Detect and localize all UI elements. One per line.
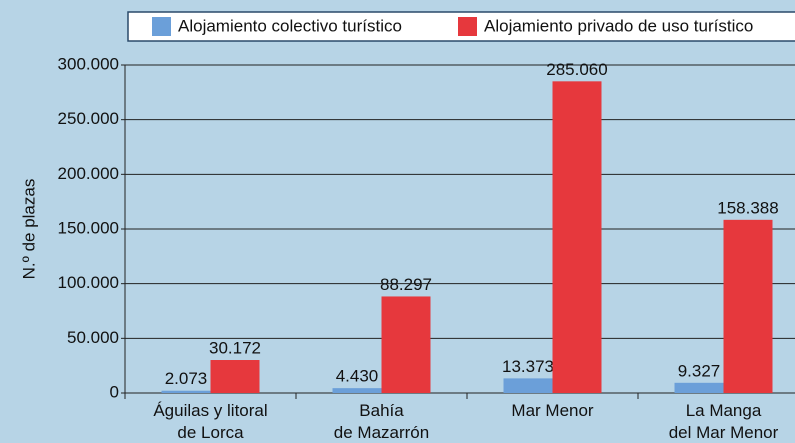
legend-label: Alojamiento privado de uso turístico — [484, 16, 753, 35]
value-label: 30.172 — [209, 338, 261, 357]
bar — [503, 378, 553, 393]
value-label: 9.327 — [678, 361, 721, 380]
legend-swatch — [152, 17, 171, 36]
legend-swatch — [458, 17, 477, 36]
x-tick-label: Bahía de Mazarrón — [333, 401, 430, 442]
y-tick-label: 250.000 — [58, 109, 119, 128]
legend-label: Alojamiento colectivo turístico — [178, 16, 402, 35]
x-tick-label: La Manga del Mar Menor — [668, 401, 779, 442]
x-tick-label: Águilas y litoral de Lorca — [153, 401, 268, 442]
x-tick-label: Mar Menor — [511, 401, 594, 420]
y-tick-label: 50.000 — [67, 328, 119, 347]
bar — [723, 219, 773, 393]
value-label: 2.073 — [165, 369, 208, 388]
value-label: 4.430 — [336, 367, 379, 386]
bar — [210, 360, 260, 393]
y-tick-label: 0 — [110, 382, 119, 401]
y-tick-label: 100.000 — [58, 273, 119, 292]
bar — [674, 382, 724, 393]
bar — [381, 296, 431, 393]
y-axis-label: N.º de plazas — [19, 179, 38, 280]
y-tick-label: 300.000 — [58, 54, 119, 73]
bar — [161, 390, 211, 393]
y-tick-label: 200.000 — [58, 164, 119, 183]
bar — [552, 81, 602, 393]
y-tick-label: 150.000 — [58, 218, 119, 237]
value-label: 13.373 — [502, 357, 554, 376]
value-label: 158.388 — [717, 198, 778, 217]
value-label: 285.060 — [546, 60, 607, 79]
value-label: 88.297 — [380, 275, 432, 294]
bar — [332, 388, 382, 393]
